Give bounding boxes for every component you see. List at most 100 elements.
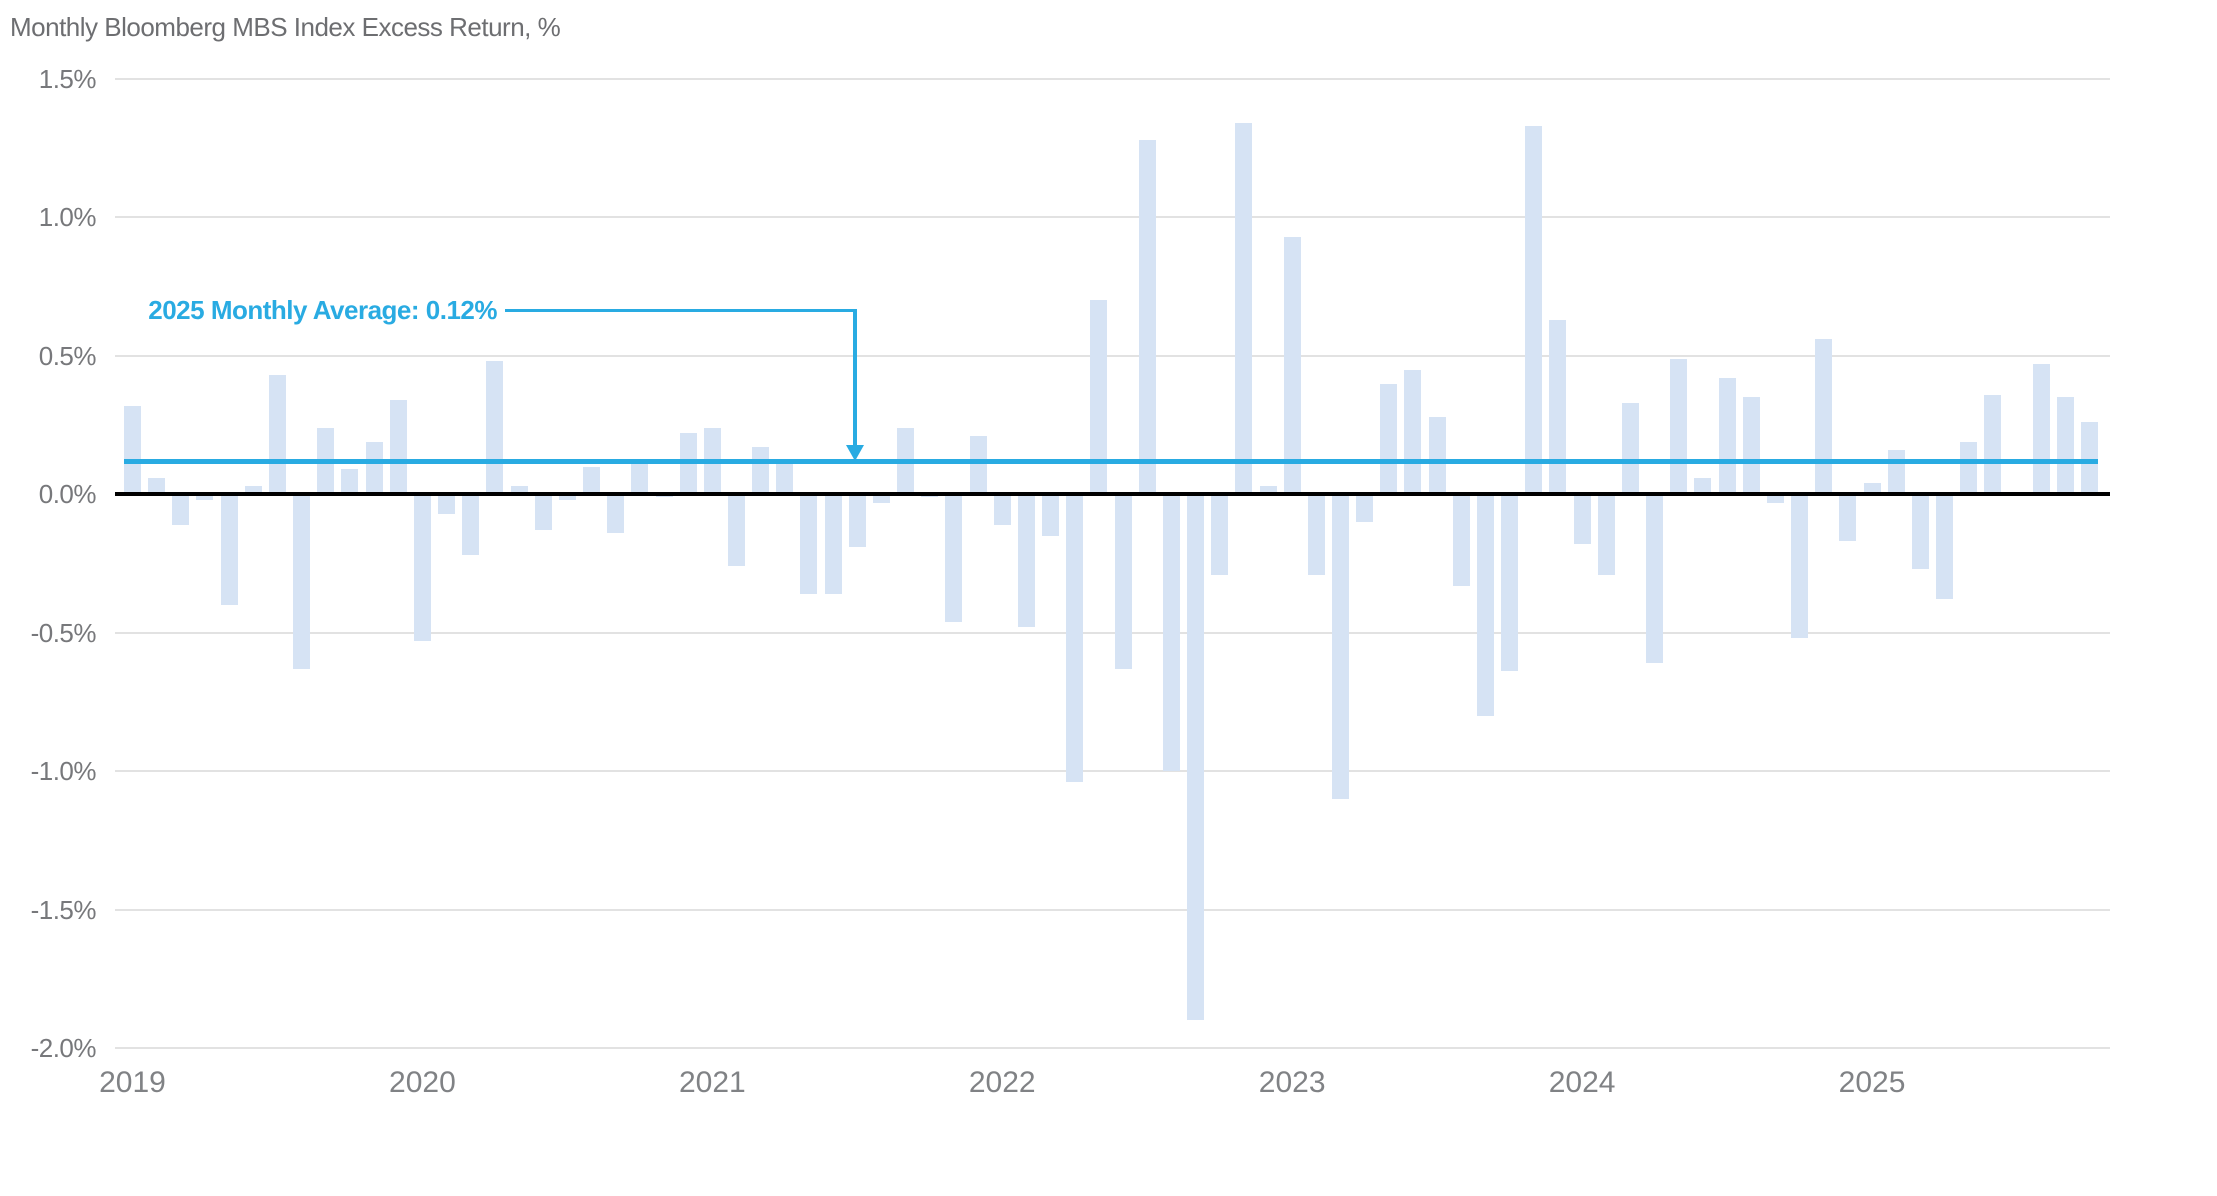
bar xyxy=(1573,494,1591,545)
bar xyxy=(510,485,528,495)
bar xyxy=(1211,494,1229,575)
bar xyxy=(244,485,262,495)
y-axis-tick-label: 1.5% xyxy=(38,64,97,94)
bar xyxy=(1718,378,1736,495)
annotation-arrow-icon xyxy=(846,445,864,461)
bar xyxy=(1380,383,1398,495)
gridline xyxy=(115,216,2110,219)
bar xyxy=(1549,319,1567,495)
bar xyxy=(341,469,359,495)
bar xyxy=(1187,494,1205,1021)
bar xyxy=(293,494,311,669)
bar xyxy=(1646,494,1664,664)
bar xyxy=(413,494,431,641)
x-axis-year-label: 2021 xyxy=(678,1066,746,1099)
bar xyxy=(148,477,166,495)
x-axis-year-label: 2020 xyxy=(389,1066,456,1099)
bar xyxy=(848,494,866,547)
annotation-connector-vertical xyxy=(853,309,857,445)
bar xyxy=(1815,339,1833,495)
bar xyxy=(824,494,842,594)
bar xyxy=(1042,494,1060,536)
x-axis-year-label: 2024 xyxy=(1548,1066,1616,1099)
bar xyxy=(124,405,141,495)
gridline xyxy=(115,631,2110,634)
bar xyxy=(752,447,770,495)
bar xyxy=(969,436,987,495)
bar xyxy=(1404,369,1422,495)
bar xyxy=(1259,485,1277,495)
bar xyxy=(438,494,456,514)
bar xyxy=(1960,441,1978,495)
bar xyxy=(1742,397,1760,495)
bar xyxy=(1017,494,1035,628)
bar xyxy=(365,441,383,495)
chart-title: Monthly Bloomberg MBS Index Excess Retur… xyxy=(10,12,561,42)
plot-area xyxy=(115,78,2110,1049)
bar xyxy=(1791,494,1809,639)
gridline xyxy=(115,1047,2110,1049)
bar xyxy=(534,494,552,531)
bar xyxy=(945,494,963,622)
annotation-connector-horizontal xyxy=(505,309,855,312)
bar xyxy=(607,494,625,534)
bar xyxy=(679,433,697,495)
bar xyxy=(2056,397,2074,495)
bar xyxy=(389,400,407,495)
bar xyxy=(2032,364,2050,495)
bar xyxy=(1356,494,1374,522)
y-axis-tick-label: -1.0% xyxy=(30,756,97,787)
bar xyxy=(1162,494,1180,772)
bar xyxy=(1307,494,1325,575)
bar xyxy=(1283,236,1301,495)
y-axis-tick-label: 1.0% xyxy=(38,202,97,233)
bar xyxy=(776,463,794,495)
bar xyxy=(1066,494,1084,783)
bar xyxy=(1911,494,1929,570)
bar xyxy=(220,494,238,606)
bar xyxy=(1621,402,1639,495)
bar xyxy=(1887,449,1905,495)
gridline xyxy=(115,770,2110,773)
x-axis-year-label: 2025 xyxy=(1838,1066,1906,1099)
y-axis-tick-label: -0.5% xyxy=(30,617,97,648)
gridline xyxy=(115,354,2110,357)
bar xyxy=(1452,494,1470,586)
bar xyxy=(1936,494,1953,600)
bar xyxy=(196,494,214,500)
bar xyxy=(1501,494,1519,672)
y-axis-tick-label: 0.0% xyxy=(38,479,97,510)
y-axis-tick-label: -2.0% xyxy=(30,1033,97,1063)
gridline xyxy=(115,78,2110,80)
gridline xyxy=(115,908,2110,911)
y-axis-tick-label: 0.5% xyxy=(38,340,97,371)
average-annotation-label: 2025 Monthly Average: 0.12% xyxy=(148,295,497,325)
bar xyxy=(993,494,1011,525)
bar xyxy=(1984,394,2002,495)
zero-line xyxy=(115,492,2110,497)
bar xyxy=(1114,494,1132,669)
bar xyxy=(1694,477,1712,495)
bar xyxy=(1332,494,1349,799)
bar xyxy=(2080,422,2098,495)
bar xyxy=(872,494,890,503)
bar xyxy=(1138,139,1156,495)
bar xyxy=(1839,494,1857,542)
x-axis-year-label: 2022 xyxy=(968,1066,1036,1099)
bar xyxy=(631,463,649,495)
bar xyxy=(1597,494,1615,575)
bar xyxy=(172,494,190,525)
x-axis-year-label: 2023 xyxy=(1258,1066,1326,1099)
bar xyxy=(1476,494,1494,716)
y-axis-tick-label: -1.5% xyxy=(30,894,97,925)
average-line xyxy=(124,458,2098,464)
bar xyxy=(800,494,818,594)
bar xyxy=(1766,494,1784,503)
bar xyxy=(1525,126,1543,495)
bar xyxy=(1090,300,1108,495)
bar xyxy=(1428,416,1446,495)
bar xyxy=(486,361,504,495)
bar xyxy=(462,494,480,556)
bar xyxy=(558,494,576,500)
